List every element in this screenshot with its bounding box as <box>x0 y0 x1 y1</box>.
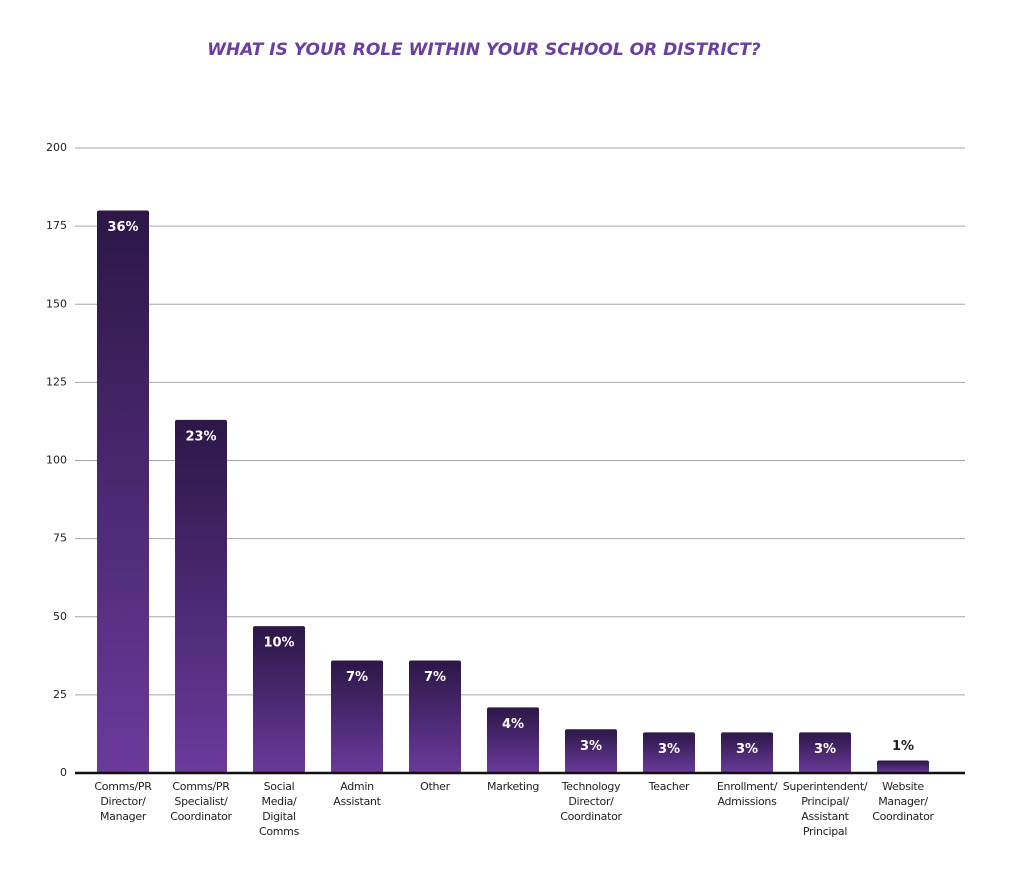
data-label: 36% <box>107 220 138 235</box>
data-label: 3% <box>658 742 680 757</box>
y-tick-label: 200 <box>46 141 67 154</box>
chart-title: WHAT IS YOUR ROLE WITHIN YOUR SCHOOL OR … <box>207 40 761 60</box>
data-label: 23% <box>185 429 216 444</box>
x-tick-label: Enrollment/ <box>717 780 778 793</box>
y-tick-label: 75 <box>53 532 67 545</box>
bar <box>97 210 149 773</box>
bar <box>799 732 851 773</box>
x-tick-label: Specialist/ <box>174 795 228 808</box>
data-label: 10% <box>263 636 294 651</box>
x-tick-label: Admin <box>340 780 374 793</box>
bar <box>331 660 383 773</box>
x-tick-label: Manager <box>100 810 147 823</box>
bar <box>643 732 695 773</box>
x-tick-label: Media/ <box>262 795 298 808</box>
data-label: 3% <box>814 742 836 757</box>
bar <box>721 732 773 773</box>
y-tick-label: 100 <box>46 454 67 467</box>
data-label: 7% <box>346 670 368 685</box>
x-tick-label: Technology <box>561 780 621 793</box>
x-tick-label: Principal <box>803 825 847 838</box>
bar <box>409 660 461 773</box>
data-label: 7% <box>424 670 446 685</box>
x-tick-label: Principal/ <box>801 795 849 808</box>
x-tick-label: Comms <box>259 825 300 838</box>
y-tick-label: 50 <box>53 610 67 623</box>
data-label: 1% <box>892 739 914 754</box>
x-tick-label: Director/ <box>568 795 614 808</box>
bar <box>253 626 305 773</box>
x-tick-label: Assistant <box>333 795 381 808</box>
y-tick-label: 175 <box>46 219 67 232</box>
x-tick-label: Assistant <box>801 810 849 823</box>
x-tick-label: Admissions <box>717 795 777 808</box>
x-tick-label: Social <box>264 780 295 793</box>
data-label: 4% <box>502 717 524 732</box>
x-tick-label: Director/ <box>100 795 146 808</box>
y-tick-label: 25 <box>53 688 67 701</box>
x-tick-label: Superintendent/ <box>783 780 868 793</box>
bar <box>487 707 539 773</box>
x-tick-label: Comms/PR <box>172 780 230 793</box>
bar <box>565 729 617 773</box>
x-tick-label: Marketing <box>487 780 539 793</box>
bar <box>877 760 929 773</box>
x-tick-label: Manager/ <box>878 795 928 808</box>
bar <box>175 419 227 773</box>
data-label: 3% <box>736 742 758 757</box>
x-tick-label: Coordinator <box>560 810 622 823</box>
x-tick-label: Coordinator <box>872 810 934 823</box>
y-tick-label: 125 <box>46 375 67 388</box>
x-tick-label: Other <box>420 780 451 793</box>
x-tick-label: Teacher <box>648 780 690 793</box>
data-label: 3% <box>580 739 602 754</box>
x-tick-label: Digital <box>262 810 296 823</box>
y-tick-label: 150 <box>46 297 67 310</box>
x-tick-label: Coordinator <box>170 810 232 823</box>
x-tick-label: Website <box>882 780 924 793</box>
y-tick-label: 0 <box>60 766 67 779</box>
x-tick-label: Comms/PR <box>94 780 152 793</box>
